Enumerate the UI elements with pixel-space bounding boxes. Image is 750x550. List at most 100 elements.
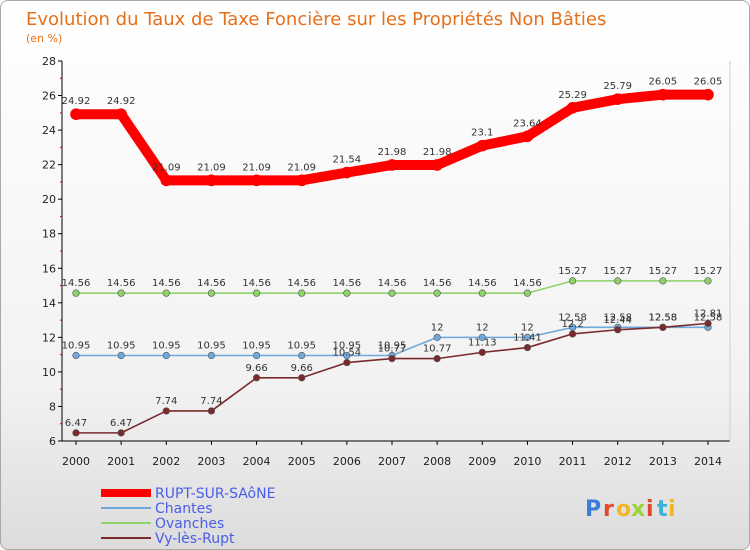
data-point bbox=[611, 93, 624, 105]
x-tick-label: 2003 bbox=[197, 455, 225, 468]
data-label: 14.56 bbox=[513, 278, 542, 289]
y-tick-label: 20 bbox=[42, 193, 56, 206]
logo-letter: x bbox=[631, 497, 645, 522]
data-point bbox=[657, 88, 669, 101]
data-label: 12.58 bbox=[694, 312, 723, 323]
data-label: 10.77 bbox=[423, 344, 452, 355]
logo-letter: P bbox=[585, 497, 601, 522]
data-point bbox=[386, 159, 398, 171]
data-label: 12 bbox=[476, 322, 489, 333]
data-label: 12.58 bbox=[649, 312, 678, 323]
y-tick-label: 26 bbox=[42, 90, 56, 103]
data-label: 14.56 bbox=[152, 278, 181, 289]
legend-label: RUPT-SUR-SAôNE bbox=[155, 486, 275, 502]
data-label: 23.64 bbox=[513, 118, 542, 129]
data-label: 12.44 bbox=[603, 315, 632, 326]
data-point bbox=[523, 343, 532, 352]
data-point bbox=[295, 174, 308, 187]
x-tick-label: 2014 bbox=[694, 455, 722, 468]
y-tick-label: 28 bbox=[42, 55, 56, 68]
data-label: 21.09 bbox=[152, 162, 181, 173]
data-label: 9.66 bbox=[291, 363, 313, 374]
data-point bbox=[702, 88, 714, 101]
data-label: 15.27 bbox=[558, 266, 587, 277]
x-tick-label: 2007 bbox=[378, 455, 406, 468]
y-tick-label: 16 bbox=[42, 262, 56, 275]
data-point bbox=[252, 351, 261, 360]
data-point bbox=[704, 277, 712, 285]
data-point bbox=[478, 348, 486, 356]
data-point bbox=[72, 289, 80, 297]
data-labels: 24.92 24.92 21.09 21.09 21.09 21.09 21.54 21.98… bbox=[62, 77, 723, 429]
data-point bbox=[341, 166, 353, 179]
x-tick-label: 2005 bbox=[288, 455, 316, 468]
data-point bbox=[72, 351, 80, 360]
legend-label: Ovanches bbox=[155, 516, 224, 532]
x-tick-label: 2001 bbox=[107, 455, 135, 468]
data-point bbox=[478, 289, 486, 297]
data-point bbox=[343, 358, 351, 367]
data-point bbox=[566, 102, 579, 114]
data-point bbox=[117, 289, 125, 297]
x-tick-label: 2012 bbox=[604, 455, 632, 468]
data-label: 10.95 bbox=[333, 341, 362, 352]
data-point bbox=[388, 289, 396, 297]
data-label: 10.95 bbox=[197, 341, 226, 352]
data-label: 26.05 bbox=[694, 77, 723, 88]
data-point bbox=[523, 333, 532, 341]
data-point bbox=[476, 139, 489, 152]
data-label: 7.74 bbox=[200, 396, 222, 407]
data-point bbox=[343, 351, 351, 360]
data-label: 14.56 bbox=[242, 278, 271, 289]
data-point bbox=[250, 174, 263, 187]
x-tick-label: 2002 bbox=[152, 455, 180, 468]
data-point bbox=[343, 289, 351, 297]
data-point bbox=[162, 407, 170, 415]
data-label: 21.54 bbox=[333, 155, 362, 166]
data-label: 14.56 bbox=[287, 278, 316, 289]
data-point bbox=[614, 277, 622, 285]
x-tick-label: 2008 bbox=[423, 455, 451, 468]
data-label: 9.66 bbox=[245, 363, 267, 374]
chart-subtitle: (en %) bbox=[26, 32, 62, 45]
data-point bbox=[298, 374, 306, 382]
data-point bbox=[298, 351, 306, 360]
data-point bbox=[433, 333, 441, 341]
data-label: 10.54 bbox=[333, 348, 362, 359]
data-label: 14.56 bbox=[62, 278, 91, 289]
data-point bbox=[115, 108, 127, 120]
axes: 6 8 10 12 14 16 18 20 22 24 26 28 2000 2001 2002 2003 20… bbox=[42, 55, 731, 468]
logo-letter: o bbox=[616, 497, 631, 522]
x-tick-label: 2000 bbox=[62, 455, 90, 468]
data-point bbox=[614, 326, 622, 334]
x-tick-label: 2010 bbox=[513, 455, 541, 468]
y-tick-label: 6 bbox=[49, 435, 56, 448]
data-label: 10.77 bbox=[378, 344, 407, 355]
data-point bbox=[478, 333, 486, 341]
data-label: 15.27 bbox=[603, 266, 632, 277]
data-label: 11.13 bbox=[468, 337, 497, 348]
data-point bbox=[568, 277, 577, 285]
data-label: 6.47 bbox=[65, 418, 87, 429]
data-label: 10.95 bbox=[62, 341, 91, 352]
data-label: 12.2 bbox=[561, 319, 583, 330]
y-tick-label: 18 bbox=[42, 228, 56, 241]
data-label: 21.98 bbox=[378, 147, 407, 158]
data-point bbox=[433, 355, 441, 363]
x-tick-label: 2013 bbox=[649, 455, 677, 468]
data-point bbox=[433, 289, 441, 297]
data-point bbox=[523, 289, 532, 297]
data-point bbox=[431, 159, 443, 171]
data-label: 12 bbox=[521, 322, 534, 333]
data-label: 14.56 bbox=[378, 278, 407, 289]
data-point bbox=[162, 289, 170, 297]
y-tick-label: 10 bbox=[42, 366, 56, 379]
data-label: 26.05 bbox=[649, 77, 678, 88]
data-label: 14.56 bbox=[197, 278, 226, 289]
chart-title: Evolution du Taux de Taxe Foncière sur l… bbox=[26, 9, 606, 30]
data-point bbox=[388, 355, 396, 363]
